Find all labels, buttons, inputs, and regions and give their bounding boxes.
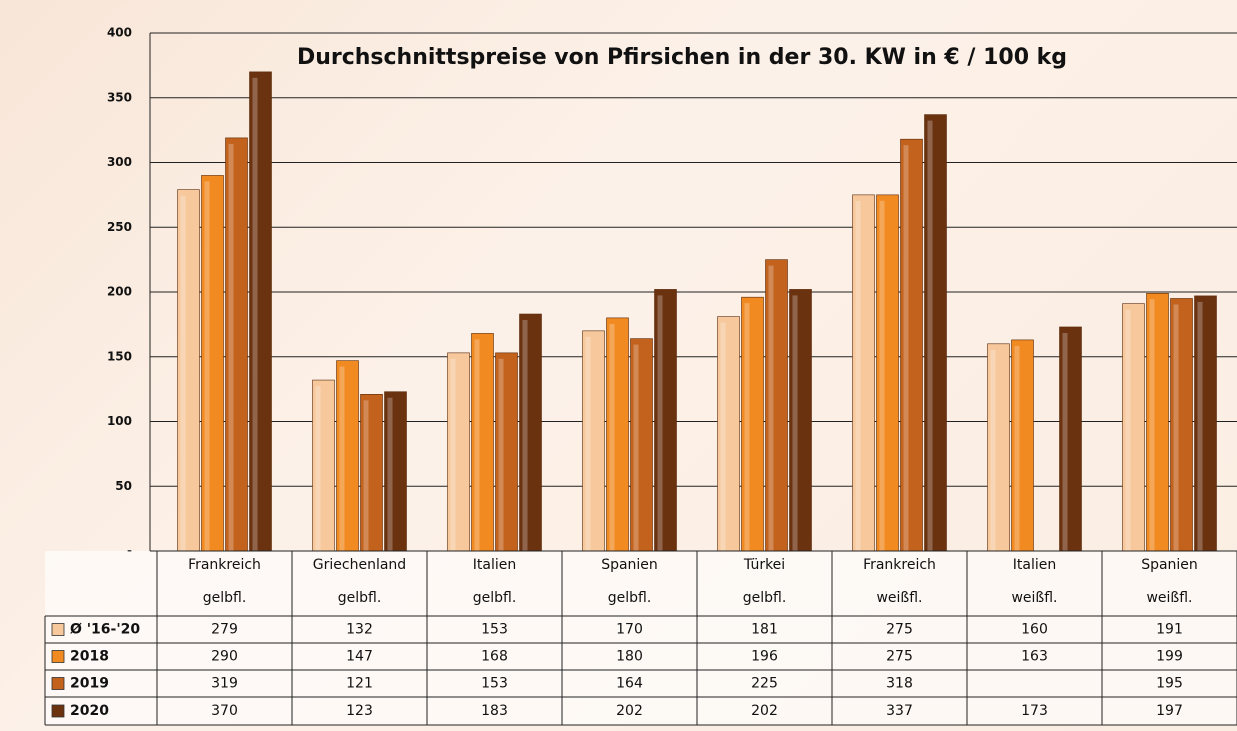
table-value: 164 xyxy=(616,676,643,692)
table-value: 153 xyxy=(481,676,508,692)
bar-highlight xyxy=(609,323,615,551)
bar-highlight xyxy=(768,265,774,551)
bar-highlight xyxy=(228,143,234,551)
bar-highlight xyxy=(339,366,345,551)
x-tick-label: weißfl. xyxy=(876,590,922,606)
table-bg xyxy=(45,551,1237,725)
bar-highlight xyxy=(879,200,885,551)
bar-highlight xyxy=(792,295,798,551)
bar-highlight xyxy=(180,195,186,551)
table-value: 279 xyxy=(211,622,238,638)
table-value: 197 xyxy=(1156,703,1183,719)
legend-label: 2019 xyxy=(70,676,109,692)
table-value: 275 xyxy=(886,649,913,665)
x-tick-label: Italien xyxy=(473,557,516,573)
x-tick-label: Frankreich xyxy=(188,557,261,573)
y-tick-label: 250 xyxy=(107,220,132,234)
table-value: 191 xyxy=(1156,622,1183,638)
bar-highlight xyxy=(498,358,504,551)
x-tick-label: gelbfl. xyxy=(473,590,517,606)
bar-highlight xyxy=(1197,301,1203,551)
table-value: 195 xyxy=(1156,676,1183,692)
bar-highlight xyxy=(585,336,591,551)
y-tick-label: 300 xyxy=(107,155,132,169)
legend-swatch xyxy=(51,623,65,636)
table-value: 147 xyxy=(346,649,373,665)
table-value: 225 xyxy=(751,676,778,692)
table-value: 123 xyxy=(346,703,373,719)
table-value: 275 xyxy=(886,622,913,638)
x-tick-label: weißfl. xyxy=(1146,590,1192,606)
table-value: 318 xyxy=(886,676,913,692)
y-tick-label: 50 xyxy=(115,479,132,493)
x-tick-label: gelbfl. xyxy=(338,590,382,606)
bar-highlight xyxy=(1149,299,1155,551)
bar-highlight xyxy=(363,400,369,551)
table-value: 153 xyxy=(481,622,508,638)
bar-highlight xyxy=(927,120,933,552)
legend-label: Ø '16-'20 xyxy=(70,622,140,638)
table-value: 160 xyxy=(1021,622,1048,638)
y-tick-label: - xyxy=(127,544,132,558)
bar-highlight xyxy=(387,397,393,551)
table-value: 290 xyxy=(211,649,238,665)
table-value: 163 xyxy=(1021,649,1048,665)
x-tick-label: gelbfl. xyxy=(743,590,787,606)
table-value: 181 xyxy=(751,622,778,638)
bar-highlight xyxy=(204,181,210,551)
table-value: 199 xyxy=(1156,649,1183,665)
y-tick-label: 200 xyxy=(107,285,132,299)
table-value: 202 xyxy=(751,703,778,719)
table-value: 168 xyxy=(481,649,508,665)
bar-highlight xyxy=(522,320,528,551)
x-tick-label: gelbfl. xyxy=(203,590,247,606)
bar-highlight xyxy=(1014,345,1020,551)
x-tick-label: Griechenland xyxy=(313,557,406,573)
x-tick-label: Frankreich xyxy=(863,557,936,573)
x-tick-label: Spanien xyxy=(1141,557,1198,573)
table-value: 132 xyxy=(346,622,373,638)
bar-highlight xyxy=(657,295,663,551)
table-value: 202 xyxy=(616,703,643,719)
y-tick-label: 350 xyxy=(107,90,132,104)
bar-highlight xyxy=(1062,332,1068,551)
x-tick-label: weißfl. xyxy=(1011,590,1057,606)
table-value: 183 xyxy=(481,703,508,719)
bar-highlight xyxy=(252,77,258,551)
bar-highlight xyxy=(315,386,321,551)
y-tick-label: 100 xyxy=(107,414,132,428)
table-value: 180 xyxy=(616,649,643,665)
y-tick-label: 150 xyxy=(107,349,132,363)
table-value: 370 xyxy=(211,703,238,719)
bar-highlight xyxy=(474,339,480,551)
bar-highlight xyxy=(633,344,639,551)
legend-swatch xyxy=(51,650,65,663)
y-tick-label: 400 xyxy=(107,26,132,40)
table-value: 173 xyxy=(1021,703,1048,719)
table-value: 121 xyxy=(346,676,373,692)
bar-highlight xyxy=(720,322,726,551)
x-tick-label: Italien xyxy=(1013,557,1056,573)
x-tick-label: gelbfl. xyxy=(608,590,652,606)
table-value: 337 xyxy=(886,703,913,719)
table-value: 170 xyxy=(616,622,643,638)
bar-highlight xyxy=(990,349,996,551)
bar-highlight xyxy=(855,200,861,551)
legend-swatch xyxy=(51,677,65,690)
legend-label: 2018 xyxy=(70,649,109,665)
bar-highlight xyxy=(1125,309,1131,551)
table-value: 196 xyxy=(751,649,778,665)
legend-label: 2020 xyxy=(70,703,109,719)
table-value: 319 xyxy=(211,676,238,692)
x-tick-label: Türkei xyxy=(743,557,785,573)
bar-highlight xyxy=(744,303,750,551)
x-tick-label: Spanien xyxy=(601,557,658,573)
bar-highlight xyxy=(450,358,456,551)
legend-swatch xyxy=(51,704,65,718)
bar-highlight xyxy=(903,145,909,551)
chart-title: Durchschnittspreise von Pfirsichen in de… xyxy=(297,45,1067,70)
bar-highlight xyxy=(1173,304,1179,551)
